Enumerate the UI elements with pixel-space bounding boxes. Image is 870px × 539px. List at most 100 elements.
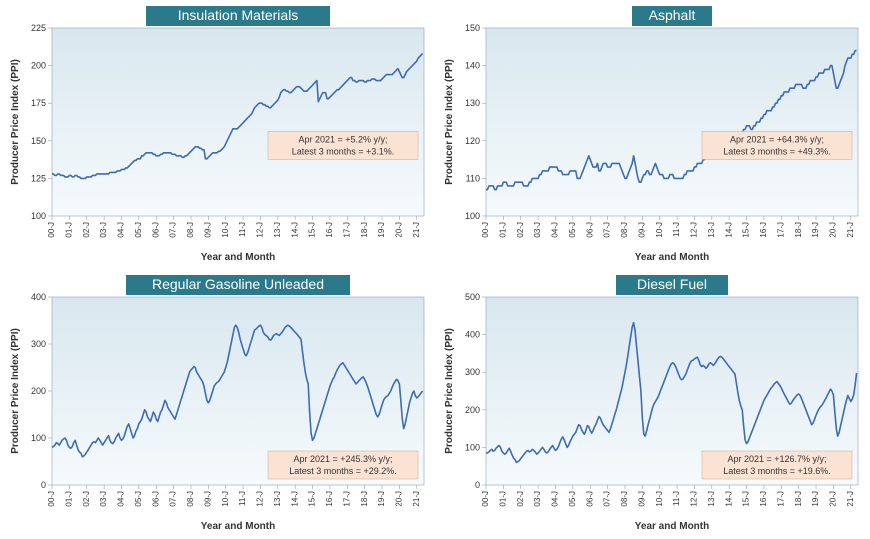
svg-text:11-J: 11-J <box>672 491 681 506</box>
svg-text:00-J: 00-J <box>47 222 56 238</box>
svg-text:12-J: 12-J <box>256 222 265 238</box>
svg-text:11-J: 11-J <box>238 222 247 237</box>
svg-text:12-J: 12-J <box>256 491 265 507</box>
svg-text:225: 225 <box>31 23 46 33</box>
svg-text:01-J: 01-J <box>498 491 507 507</box>
svg-text:15-J: 15-J <box>742 491 751 507</box>
svg-text:13-J: 13-J <box>707 491 716 507</box>
svg-text:150: 150 <box>465 23 480 33</box>
svg-text:04-J: 04-J <box>117 222 126 238</box>
svg-text:300: 300 <box>465 367 480 377</box>
svg-text:06-J: 06-J <box>585 222 594 238</box>
svg-text:05-J: 05-J <box>134 491 143 507</box>
svg-text:Latest 3 months = +29.2%.: Latest 3 months = +29.2%. <box>289 466 397 476</box>
svg-text:Year and Month: Year and Month <box>635 252 709 263</box>
svg-text:20-J: 20-J <box>829 222 838 238</box>
panel-asphalt: 10011012013014015000-J01-J02-J03-J04-J05… <box>438 4 866 267</box>
svg-text:Apr 2021 = +245.3% y/y;: Apr 2021 = +245.3% y/y; <box>293 454 392 464</box>
panel-insulation: 10012515017520022500-J01-J02-J03-J04-J05… <box>4 4 432 267</box>
svg-text:21-J: 21-J <box>412 491 421 507</box>
svg-text:18-J: 18-J <box>360 222 369 238</box>
svg-text:07-J: 07-J <box>169 491 178 507</box>
svg-text:20-J: 20-J <box>395 491 404 507</box>
svg-text:150: 150 <box>31 136 46 146</box>
svg-text:03-J: 03-J <box>533 491 542 507</box>
svg-text:0: 0 <box>475 480 480 490</box>
svg-text:04-J: 04-J <box>117 491 126 507</box>
svg-text:17-J: 17-J <box>776 491 785 507</box>
svg-text:0: 0 <box>41 480 46 490</box>
svg-text:Latest 3 months = +3.1%.: Latest 3 months = +3.1%. <box>292 146 395 156</box>
svg-text:03-J: 03-J <box>99 491 108 507</box>
svg-text:140: 140 <box>465 61 480 71</box>
svg-text:500: 500 <box>465 292 480 302</box>
svg-text:04-J: 04-J <box>551 491 560 507</box>
svg-text:Year and Month: Year and Month <box>635 521 709 532</box>
svg-text:400: 400 <box>31 292 46 302</box>
svg-text:300: 300 <box>31 339 46 349</box>
svg-text:06-J: 06-J <box>151 222 160 238</box>
svg-text:125: 125 <box>31 173 46 183</box>
svg-text:110: 110 <box>466 173 480 183</box>
svg-text:05-J: 05-J <box>568 222 577 238</box>
svg-text:Producer Price Index (PPI): Producer Price Index (PPI) <box>10 328 21 454</box>
svg-text:16-J: 16-J <box>325 222 334 238</box>
svg-text:17-J: 17-J <box>776 222 785 238</box>
svg-text:05-J: 05-J <box>568 491 577 507</box>
svg-text:07-J: 07-J <box>603 222 612 238</box>
svg-text:00-J: 00-J <box>481 491 490 507</box>
svg-text:21-J: 21-J <box>412 222 421 238</box>
svg-text:08-J: 08-J <box>620 222 629 238</box>
svg-text:400: 400 <box>465 329 480 339</box>
svg-text:00-J: 00-J <box>47 491 56 507</box>
svg-text:01-J: 01-J <box>64 491 73 507</box>
svg-text:Insulation Materials: Insulation Materials <box>178 7 299 23</box>
svg-text:16-J: 16-J <box>759 222 768 238</box>
svg-text:10-J: 10-J <box>221 491 230 507</box>
svg-text:100: 100 <box>31 433 46 443</box>
svg-text:12-J: 12-J <box>690 222 699 238</box>
svg-text:200: 200 <box>31 61 46 71</box>
svg-text:09-J: 09-J <box>203 222 212 238</box>
svg-text:07-J: 07-J <box>603 491 612 507</box>
svg-text:14-J: 14-J <box>290 222 299 238</box>
svg-text:15-J: 15-J <box>308 222 317 238</box>
svg-text:17-J: 17-J <box>342 222 351 238</box>
chart-grid: 10012515017520022500-J01-J02-J03-J04-J05… <box>0 0 870 539</box>
svg-text:16-J: 16-J <box>325 491 334 507</box>
svg-text:10-J: 10-J <box>655 222 664 238</box>
svg-text:13-J: 13-J <box>707 222 716 238</box>
svg-text:16-J: 16-J <box>759 491 768 507</box>
svg-text:Latest 3 months = +19.6%.: Latest 3 months = +19.6%. <box>723 466 831 476</box>
svg-text:00-J: 00-J <box>481 222 490 238</box>
svg-text:200: 200 <box>31 386 46 396</box>
svg-text:14-J: 14-J <box>724 491 733 507</box>
svg-text:03-J: 03-J <box>99 222 108 238</box>
svg-text:01-J: 01-J <box>498 222 507 238</box>
svg-text:09-J: 09-J <box>637 222 646 238</box>
svg-text:06-J: 06-J <box>151 491 160 507</box>
svg-text:18-J: 18-J <box>794 491 803 507</box>
svg-text:05-J: 05-J <box>134 222 143 238</box>
svg-text:03-J: 03-J <box>533 222 542 238</box>
svg-text:02-J: 02-J <box>82 222 91 238</box>
svg-text:175: 175 <box>31 98 46 108</box>
panel-diesel: 010020030040050000-J01-J02-J03-J04-J05-J… <box>438 273 866 536</box>
svg-text:Year and Month: Year and Month <box>201 521 275 532</box>
svg-text:11-J: 11-J <box>238 491 247 506</box>
svg-text:13-J: 13-J <box>273 491 282 507</box>
svg-text:Apr 2021 = +5.2% y/y;: Apr 2021 = +5.2% y/y; <box>298 134 387 144</box>
svg-text:20-J: 20-J <box>395 222 404 238</box>
svg-text:08-J: 08-J <box>620 491 629 507</box>
svg-text:11-J: 11-J <box>672 222 681 237</box>
svg-text:19-J: 19-J <box>811 222 820 238</box>
svg-text:19-J: 19-J <box>377 491 386 507</box>
svg-text:200: 200 <box>465 404 480 414</box>
svg-text:Producer Price Index (PPI): Producer Price Index (PPI) <box>444 59 455 185</box>
svg-text:100: 100 <box>465 211 480 221</box>
svg-text:Apr 2021 = +64.3% y/y;: Apr 2021 = +64.3% y/y; <box>730 134 824 144</box>
svg-text:14-J: 14-J <box>290 491 299 507</box>
svg-text:07-J: 07-J <box>169 222 178 238</box>
panel-gasoline: 010020030040000-J01-J02-J03-J04-J05-J06-… <box>4 273 432 536</box>
svg-text:01-J: 01-J <box>64 222 73 238</box>
